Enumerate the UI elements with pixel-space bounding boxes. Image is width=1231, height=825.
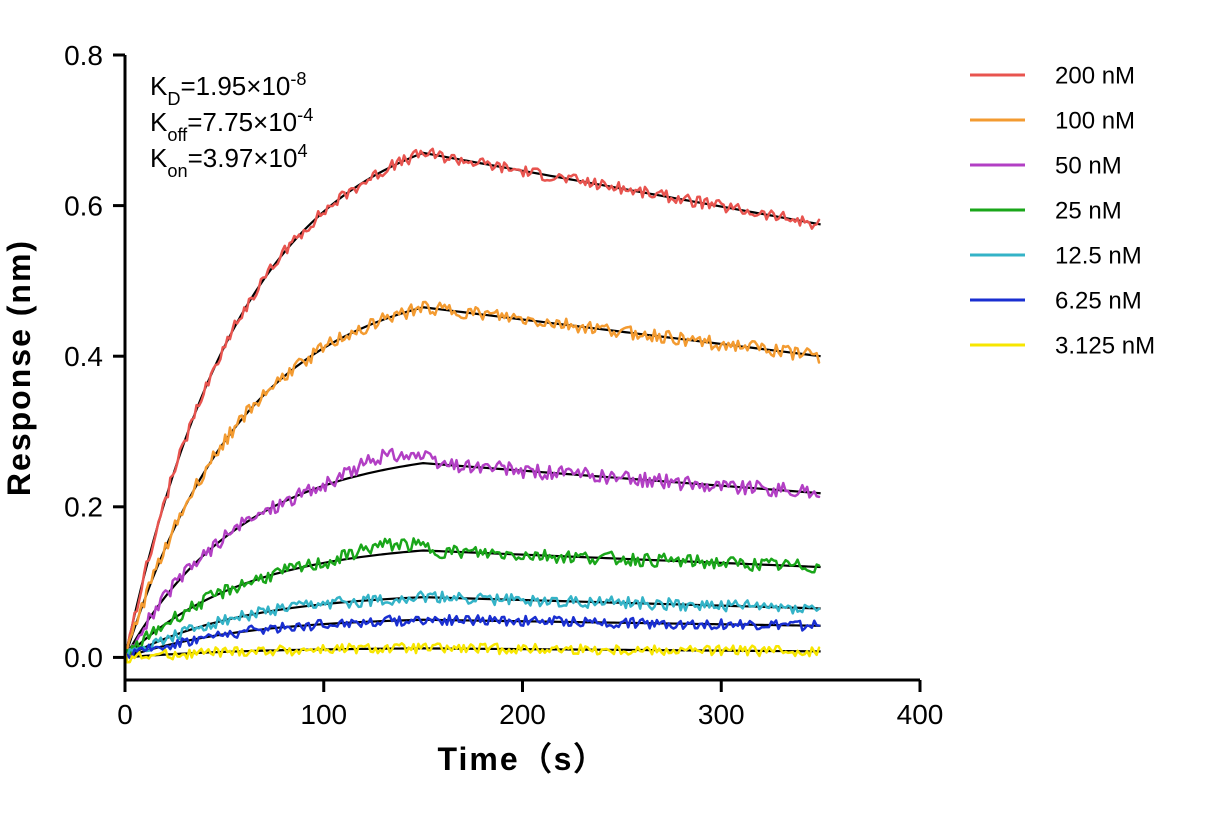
- legend-label: 100 nM: [1055, 107, 1135, 134]
- x-tick-label: 300: [698, 699, 745, 730]
- y-tick-label: 0.0: [64, 642, 103, 673]
- legend-label: 6.25 nM: [1055, 287, 1142, 314]
- legend-label: 12.5 nM: [1055, 242, 1142, 269]
- x-tick-label: 0: [117, 699, 133, 730]
- legend-label: 50 nM: [1055, 152, 1122, 179]
- x-tick-label: 100: [300, 699, 347, 730]
- legend-label: 25 nM: [1055, 197, 1122, 224]
- y-tick-label: 0.6: [64, 190, 103, 221]
- y-tick-label: 0.4: [64, 341, 103, 372]
- x-axis-label: Time（s）: [438, 741, 608, 777]
- y-tick-label: 0.2: [64, 492, 103, 523]
- legend-label: 200 nM: [1055, 62, 1135, 89]
- x-tick-label: 200: [499, 699, 546, 730]
- kinetics-chart: 0 100 200 300 400 0.0 0.2 0.4 0.6 0.8 Time（s） Respo…: [0, 0, 1231, 825]
- x-tick-label: 400: [897, 699, 944, 730]
- y-axis-label: Response (nm): [1, 239, 37, 496]
- y-tick-label: 0.8: [64, 40, 103, 71]
- legend-label: 3.125 nM: [1055, 332, 1155, 359]
